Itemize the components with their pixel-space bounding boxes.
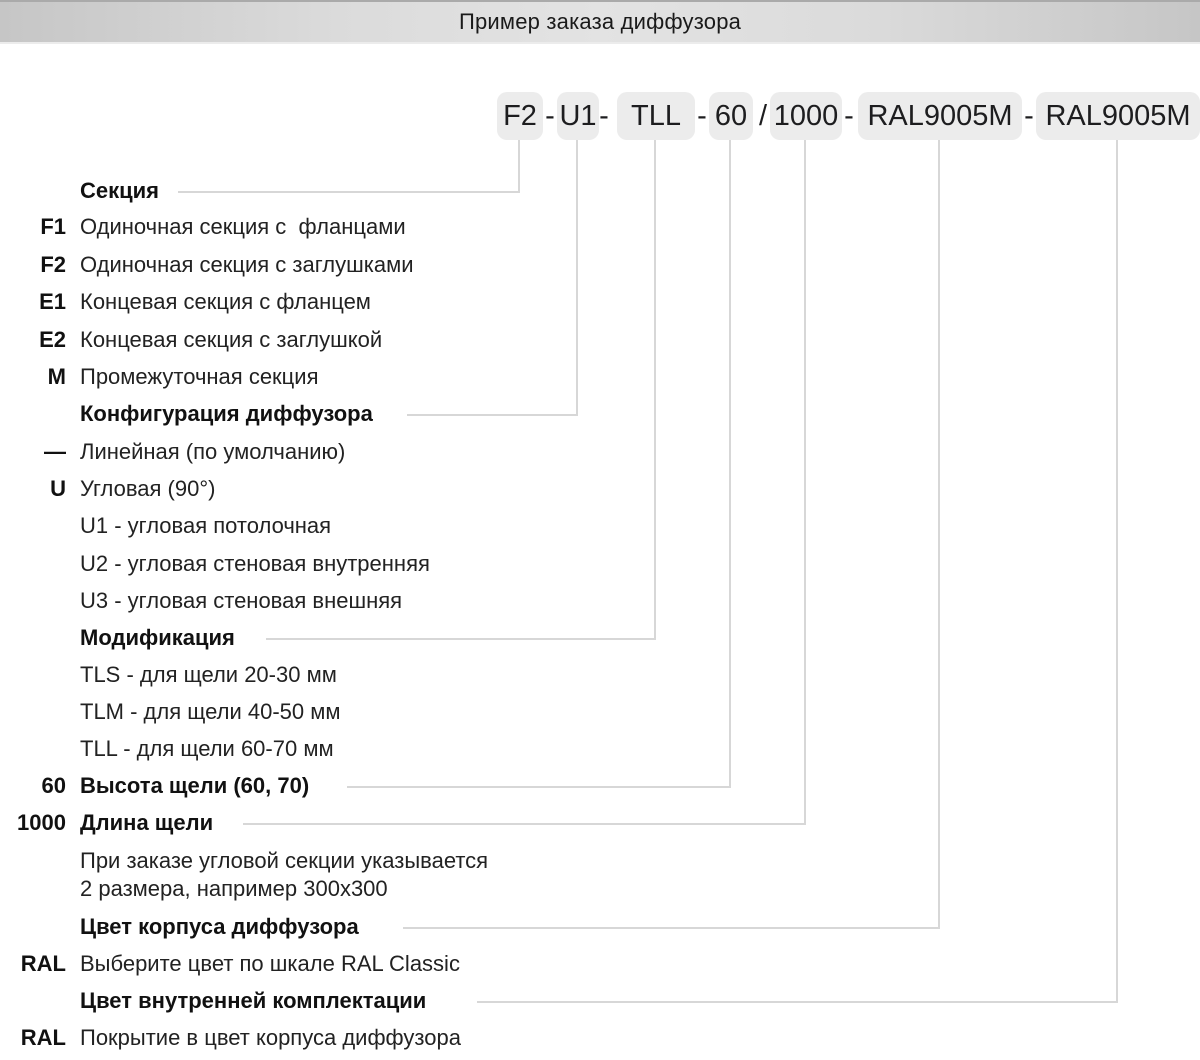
legend-row-e1: E1 Концевая секция с фланцем bbox=[0, 288, 1200, 316]
connector-section-line bbox=[178, 140, 520, 193]
legend-heading-modification: Модификация bbox=[0, 624, 1200, 652]
legend-row-u3: U3 - угловая стеновая внешняя bbox=[0, 587, 1200, 615]
legend-heading-slot-height: 60 Высота щели (60, 70) bbox=[0, 772, 1200, 800]
legend-heading-section: Секция bbox=[0, 177, 1200, 205]
legend-note-line-1: При заказе угловой секции указывается bbox=[0, 847, 1200, 875]
legend-row-ral-body: RAL Выберите цвет по шкале RAL Classic bbox=[0, 950, 1200, 978]
row-code: — bbox=[44, 439, 66, 464]
legend-heading-inner-color: Цвет внутренней комплектации bbox=[0, 987, 1200, 1015]
row-description: Одиночная секция с заглушками bbox=[80, 252, 414, 277]
legend-row-ral-inner: RAL Покрытие в цвет корпуса диффузора bbox=[0, 1024, 1200, 1052]
legend-row-tlm: TLM - для щели 40-50 мм bbox=[0, 698, 1200, 726]
connector-body-color-line bbox=[403, 140, 940, 929]
heading-label: Цвет корпуса диффузора bbox=[80, 914, 359, 939]
code-box-slot-height: 60 bbox=[709, 92, 753, 140]
row-description: TLM - для щели 40-50 мм bbox=[80, 699, 341, 724]
separator-dash: - bbox=[599, 100, 609, 132]
row-description: Концевая секция с заглушкой bbox=[80, 327, 383, 352]
legend-row-linear: — Линейная (по умолчанию) bbox=[0, 438, 1200, 466]
row-description: Угловая (90°) bbox=[80, 476, 216, 501]
row-description: U2 - угловая стеновая внутренняя bbox=[80, 551, 430, 576]
legend-row-u1: U1 - угловая потолочная bbox=[0, 512, 1200, 540]
legend-row-f2: F2 Одиночная секция с заглушками bbox=[0, 251, 1200, 279]
separator-dash: - bbox=[545, 100, 555, 132]
note-text: При заказе угловой секции указывается bbox=[80, 848, 489, 873]
connector-slot-length-line bbox=[243, 140, 806, 825]
heading-label: Высота щели (60, 70) bbox=[80, 773, 310, 798]
row-description: TLL - для щели 60-70 мм bbox=[80, 736, 334, 761]
legend-row-m: M Промежуточная секция bbox=[0, 363, 1200, 391]
code-box-inner-color: RAL9005M bbox=[1036, 92, 1200, 140]
heading-label: Конфигурация диффузора bbox=[80, 401, 373, 426]
row-code: U bbox=[50, 476, 66, 501]
row-code: RAL bbox=[20, 951, 66, 976]
row-code: RAL bbox=[20, 1025, 66, 1050]
header-bar: Пример заказа диффузора bbox=[0, 0, 1200, 44]
row-description: U3 - угловая стеновая внешняя bbox=[80, 588, 403, 613]
legend-row-u: U Угловая (90°) bbox=[0, 475, 1200, 503]
legend-row-tls: TLS - для щели 20-30 мм bbox=[0, 661, 1200, 689]
heading-label: Длина щели bbox=[80, 810, 214, 835]
legend-row-e2: E2 Концевая секция с заглушкой bbox=[0, 326, 1200, 354]
row-code: E2 bbox=[39, 327, 66, 352]
code-box-modification: TLL bbox=[617, 92, 695, 140]
legend-row-tll: TLL - для щели 60-70 мм bbox=[0, 735, 1200, 763]
legend-heading-body-color: Цвет корпуса диффузора bbox=[0, 913, 1200, 941]
connector-configuration-line bbox=[407, 140, 578, 416]
row-description: TLS - для щели 20-30 мм bbox=[80, 662, 337, 687]
row-code: 1000 bbox=[17, 810, 66, 835]
legend-heading-configuration: Конфигурация диффузора bbox=[0, 400, 1200, 428]
separator-slash: / bbox=[758, 100, 768, 132]
separator-dash: - bbox=[1024, 100, 1034, 132]
row-code: F2 bbox=[40, 252, 66, 277]
heading-label: Секция bbox=[80, 178, 160, 203]
code-box-section: F2 bbox=[497, 92, 543, 140]
code-box-slot-length: 1000 bbox=[770, 92, 842, 140]
separator-dash: - bbox=[697, 100, 707, 132]
connector-inner-color-line bbox=[477, 140, 1118, 1003]
row-description: Покрытие в цвет корпуса диффузора bbox=[80, 1025, 461, 1050]
row-code: E1 bbox=[39, 289, 66, 314]
page-title: Пример заказа диффузора bbox=[458, 9, 742, 34]
row-code: F1 bbox=[40, 214, 66, 239]
legend-row-f1: F1 Одиночная секция с фланцами bbox=[0, 213, 1200, 241]
note-text: 2 размера, например 300x300 bbox=[80, 876, 388, 901]
row-code: M bbox=[47, 364, 66, 389]
row-code: 60 bbox=[41, 773, 66, 798]
row-description: Одиночная секция с фланцами bbox=[80, 214, 406, 239]
row-description: U1 - угловая потолочная bbox=[80, 513, 332, 538]
code-box-configuration: U1 bbox=[557, 92, 599, 140]
legend-row-u2: U2 - угловая стеновая внутренняя bbox=[0, 550, 1200, 578]
row-description: Выберите цвет по шкале RAL Classic bbox=[80, 951, 460, 976]
row-description: Линейная (по умолчанию) bbox=[80, 439, 346, 464]
separator-dash: - bbox=[844, 100, 854, 132]
legend-heading-slot-length: 1000 Длина щели bbox=[0, 809, 1200, 837]
row-description: Концевая секция с фланцем bbox=[80, 289, 371, 314]
heading-label: Модификация bbox=[80, 625, 235, 650]
row-description: Промежуточная секция bbox=[80, 364, 319, 389]
code-box-body-color: RAL9005M bbox=[858, 92, 1022, 140]
connector-slot-height-line bbox=[347, 140, 731, 788]
heading-label: Цвет внутренней комплектации bbox=[80, 988, 427, 1013]
connector-modification-line bbox=[266, 140, 656, 640]
legend-note-line-2: 2 размера, например 300x300 bbox=[0, 875, 1200, 903]
